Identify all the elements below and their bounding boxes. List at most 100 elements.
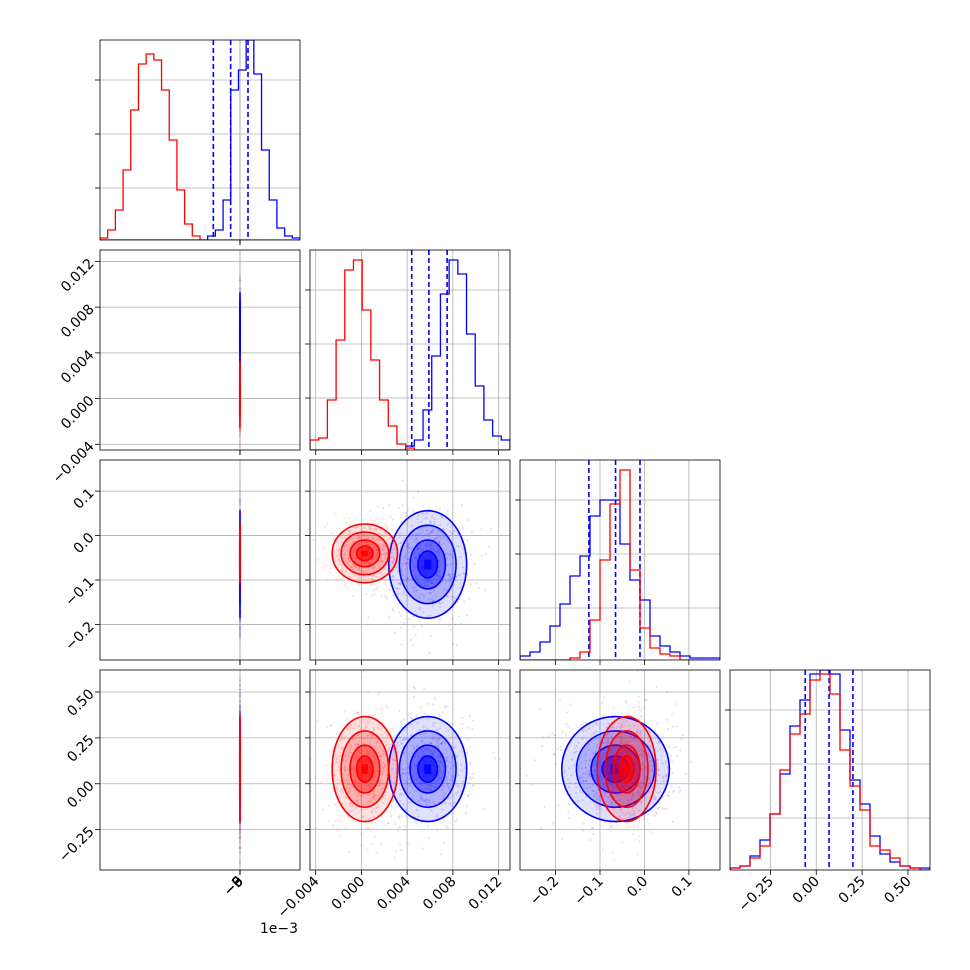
scatter-point	[430, 582, 433, 585]
scatter-point	[349, 566, 352, 569]
scatter-point	[364, 562, 367, 565]
scatter-point	[455, 544, 458, 547]
scatter-point	[366, 827, 369, 830]
scatter-point	[428, 799, 431, 802]
scatter-point	[666, 794, 669, 797]
scatter-point	[475, 582, 478, 585]
scatter-point	[638, 705, 641, 709]
scatter-point	[366, 849, 369, 852]
scatter-point	[436, 738, 439, 741]
scatter-point	[364, 570, 367, 573]
scatter-point	[413, 538, 416, 541]
scatter-point	[684, 772, 687, 776]
scatter-point	[238, 706, 242, 709]
scatter-point	[638, 709, 642, 712]
scatter-point	[367, 616, 370, 619]
scatter-point	[370, 577, 374, 580]
scatter-point	[419, 756, 422, 759]
scatter-point	[436, 550, 440, 553]
scatter-point	[344, 770, 347, 773]
scatter-point	[334, 803, 337, 806]
scatter-point	[344, 552, 347, 555]
scatter-point	[238, 433, 242, 436]
scatter-point	[238, 703, 242, 706]
scatter-point	[401, 776, 405, 779]
scatter-point	[435, 728, 438, 732]
scatter-point	[430, 784, 433, 787]
scatter-point	[440, 742, 443, 745]
scatter-point	[357, 566, 361, 569]
scatter-point	[423, 595, 426, 598]
scatter-point	[347, 773, 350, 776]
scatter-point	[358, 536, 362, 540]
scatter-point	[410, 766, 413, 769]
scatter-point	[533, 759, 537, 762]
scatter-point	[238, 829, 242, 832]
scatter-point	[588, 793, 591, 796]
scatter-point	[338, 819, 341, 822]
scatter-point	[388, 746, 391, 749]
scatter-point	[372, 790, 375, 793]
scatter-point	[427, 580, 430, 583]
scatter-point	[377, 813, 380, 817]
scatter-point	[238, 835, 242, 838]
scatter-point	[376, 693, 379, 696]
scatter-point	[461, 566, 464, 569]
scatter-point	[415, 772, 419, 775]
scatter-point	[238, 500, 242, 503]
scatter-point	[357, 713, 360, 716]
scatter-point	[399, 583, 402, 586]
scatter-point	[379, 574, 382, 577]
scatter-point	[323, 525, 326, 528]
scatter-point	[417, 752, 420, 755]
scatter-point	[366, 734, 369, 738]
scatter-point	[429, 579, 432, 583]
scatter-point	[451, 805, 454, 808]
scatter-point	[400, 532, 404, 535]
scatter-point	[391, 574, 394, 577]
scatter-point	[633, 812, 637, 815]
scatter-point	[398, 843, 401, 846]
scatter-point	[434, 697, 437, 700]
scatter-point	[344, 759, 347, 762]
scatter-point	[567, 786, 570, 789]
scatter-point	[329, 724, 332, 727]
scatter-point	[330, 750, 334, 753]
scatter-point	[636, 763, 640, 766]
scatter-point	[238, 821, 242, 825]
scatter-point	[413, 552, 416, 555]
scatter-point	[451, 722, 454, 726]
scatter-point	[678, 790, 681, 794]
scatter-point	[635, 771, 638, 774]
scatter-point	[681, 734, 684, 737]
scatter-point	[596, 788, 599, 792]
scatter-point	[347, 850, 350, 854]
scatter-point	[552, 822, 555, 826]
scatter-point	[335, 577, 338, 580]
scatter-point	[451, 557, 454, 560]
scatter-point	[360, 736, 363, 739]
scatter-point	[346, 529, 349, 532]
scatter-point	[431, 604, 435, 608]
scatter-point	[238, 710, 242, 713]
scatter-point	[380, 733, 384, 736]
scatter-point	[348, 791, 351, 794]
scatter-point	[415, 541, 418, 544]
scatter-point	[446, 509, 449, 512]
scatter-point	[458, 545, 461, 548]
scatter-point	[421, 740, 424, 743]
scatter-point	[460, 763, 463, 766]
scatter-point	[469, 745, 472, 748]
scatter-point	[333, 774, 336, 778]
scatter-point	[370, 811, 373, 814]
scatter-point	[581, 829, 585, 832]
panel-content	[238, 484, 242, 648]
scatter-point	[444, 757, 448, 760]
scatter-point	[238, 591, 242, 594]
scatter-point	[354, 526, 357, 529]
scatter-point	[438, 560, 441, 563]
scatter-point	[238, 679, 242, 682]
scatter-point	[655, 685, 658, 688]
density-peak	[424, 559, 432, 570]
